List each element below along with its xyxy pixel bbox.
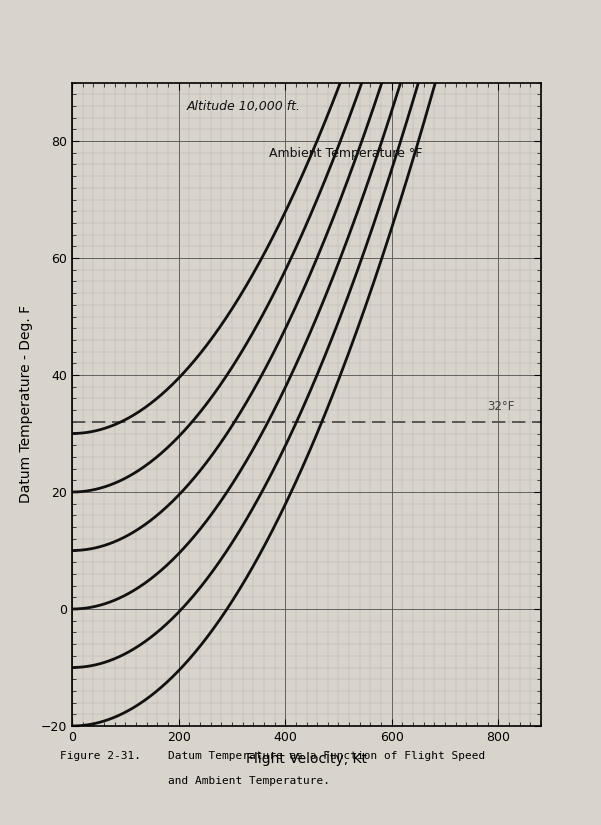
Text: and Ambient Temperature.: and Ambient Temperature. (60, 776, 330, 785)
Y-axis label: Datum Temperature - Deg. F: Datum Temperature - Deg. F (19, 305, 32, 503)
Text: 32°F: 32°F (487, 400, 515, 413)
Text: Figure 2-31.    Datum Temperature as a Function of Flight Speed: Figure 2-31. Datum Temperature as a Func… (60, 751, 486, 761)
Text: Altitude 10,000 ft.: Altitude 10,000 ft. (187, 100, 300, 113)
Text: Ambient Temperature °F: Ambient Temperature °F (269, 147, 423, 160)
X-axis label: Flight Velocity, Kt: Flight Velocity, Kt (246, 752, 367, 766)
